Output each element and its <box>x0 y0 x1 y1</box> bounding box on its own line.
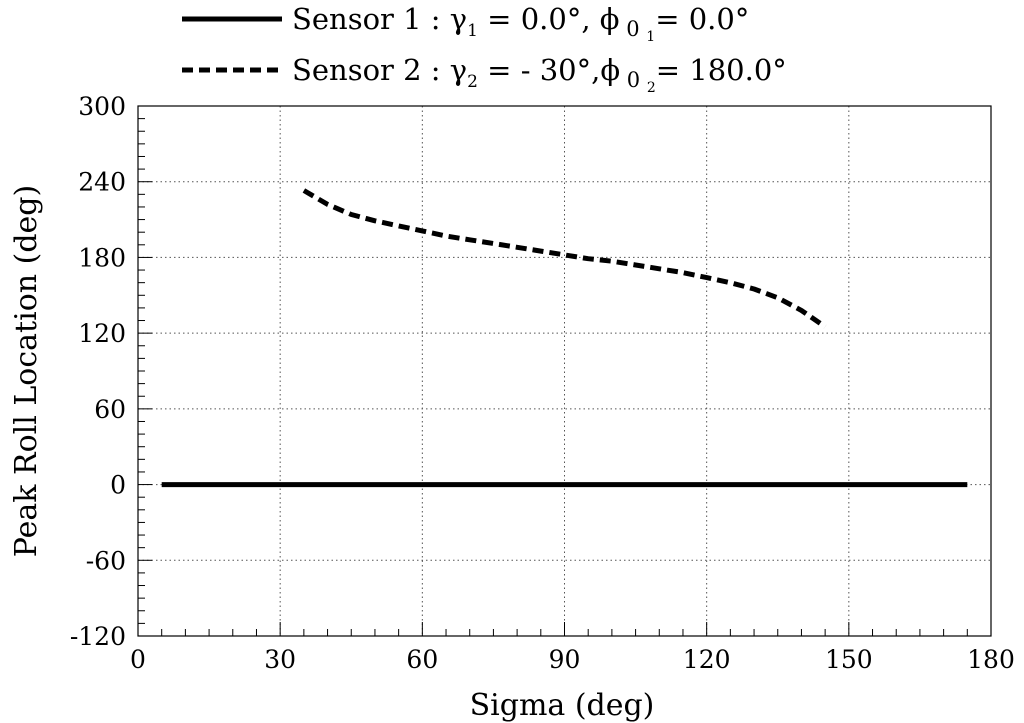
tick-labels: 0 30 60 90 120 150 180 300 240 180 120 60 0 -60 -120 <box>70 92 1015 674</box>
legend-1-gamma: γ <box>450 2 467 36</box>
legend-2-gamma: γ <box>450 53 467 87</box>
legend-1-phi-sub: 0 <box>620 17 647 41</box>
y-axis-label: Peak Roll Location (deg) <box>9 185 44 557</box>
legend-1-phi-subsub: 1 <box>646 29 655 45</box>
x-tick-label: 30 <box>264 645 296 674</box>
series-line-sensor-2 <box>302 188 827 329</box>
x-axis-label: Sigma (deg) <box>470 688 655 723</box>
y-tick-label: 0 <box>110 471 126 500</box>
y-tick-label: -60 <box>86 546 126 575</box>
series-layer <box>161 188 968 488</box>
legend-2-end: = 180.0° <box>656 53 787 87</box>
legend-2-phi: ϕ <box>600 53 620 87</box>
legend-1-prefix: Sensor 1 : <box>292 2 450 36</box>
x-tick-label: 180 <box>967 645 1015 674</box>
x-tick-label: 0 <box>130 645 146 674</box>
legend-2-phi-sub: 0 <box>620 68 647 92</box>
legend-1-mid: = 0.0°, <box>478 2 600 36</box>
x-tick-label: 60 <box>406 645 438 674</box>
legend-label-sensor-2: Sensor 2 : γ2 = - 30°,ϕ 0 2= 180.0° <box>292 53 787 96</box>
x-tick-label: 120 <box>683 645 731 674</box>
y-tick-label: 300 <box>78 92 126 121</box>
legend-1-phi: ϕ <box>600 2 620 36</box>
legend-2-phi-subsub: 2 <box>647 80 656 96</box>
y-tick-label: 180 <box>78 243 126 272</box>
grid <box>138 106 991 636</box>
legend-label-sensor-1: Sensor 1 : γ1 = 0.0°, ϕ 0 1= 0.0° <box>292 2 749 45</box>
legend-2-prefix: Sensor 2 : <box>292 53 450 87</box>
y-tick-label: 120 <box>78 319 126 348</box>
y-tick-label: 240 <box>78 168 126 197</box>
legend-1-end: = 0.0° <box>655 2 749 36</box>
ticks <box>137 105 992 637</box>
legend-2-gamma-sub: 2 <box>467 72 478 92</box>
legend-1-gamma-sub: 1 <box>467 21 478 41</box>
y-tick-label: -120 <box>70 622 126 651</box>
legend-2-mid: = - 30°, <box>478 53 600 87</box>
y-tick-label: 60 <box>94 395 126 424</box>
x-tick-label: 150 <box>825 645 873 674</box>
x-tick-label: 90 <box>549 645 581 674</box>
legend: Sensor 1 : γ1 = 0.0°, ϕ 0 1= 0.0° Sensor… <box>182 2 787 96</box>
